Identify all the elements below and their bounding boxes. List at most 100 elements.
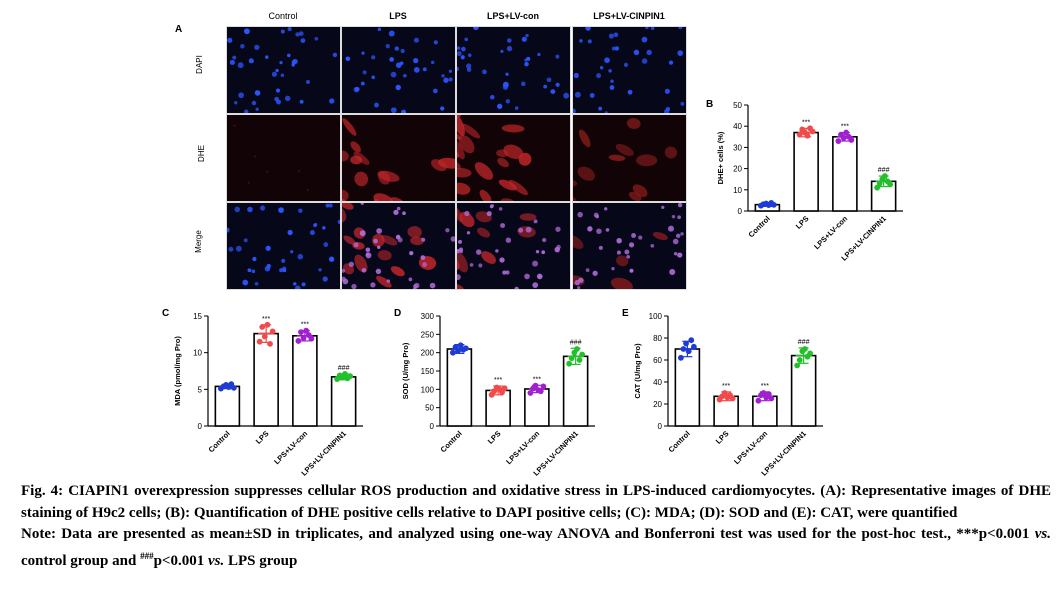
data-point [765, 391, 772, 397]
data-point [259, 324, 266, 330]
data-point [796, 357, 803, 363]
y-tick-label: 10 [733, 186, 742, 195]
y-tick-label: 5 [198, 385, 203, 394]
figure-caption: Fig. 4: CIAPIN1 overexpression suppresse… [21, 481, 1051, 572]
bar-3 [292, 334, 318, 427]
y-tick-label: 150 [421, 367, 435, 376]
data-point [755, 397, 762, 404]
y-axis-label: SOD (U/mg Pro) [401, 342, 410, 399]
data-point [300, 335, 307, 341]
data-point [256, 338, 263, 345]
micrograph-merge-4 [572, 202, 687, 290]
data-point [579, 351, 586, 358]
data-point [807, 350, 814, 357]
y-tick-label: 40 [653, 378, 662, 387]
data-point [347, 373, 354, 380]
row-label-dhe: DHE [196, 145, 206, 162]
bar-1 [214, 385, 241, 427]
chart-b-dhe: B 0 10 20 30 40 50 DHE+ cells (%) Control *** LPS *… [706, 99, 903, 263]
y-tick-label: 50 [733, 101, 742, 110]
micrograph-dhe-3 [456, 114, 571, 202]
x-tick-label: Control [667, 429, 692, 454]
data-point [848, 137, 855, 143]
panel-a-letter: A [175, 24, 183, 35]
data-point [449, 349, 456, 356]
data-point [269, 328, 276, 335]
significance-mark: ### [338, 365, 350, 372]
significance-mark: *** [494, 377, 502, 384]
data-point [794, 362, 801, 369]
y-axis-label: DHE+ cells (%) [716, 131, 725, 184]
data-point [457, 342, 464, 349]
data-point [688, 337, 695, 344]
y-tick-label: 0 [430, 422, 435, 431]
bar-2 [793, 131, 819, 212]
column-header-cinpin1: LPS+LV-CINPIN1 [593, 11, 665, 21]
y-tick-label: 100 [649, 312, 663, 321]
data-point [690, 343, 697, 350]
data-point [768, 395, 775, 402]
data-point [264, 321, 271, 328]
caption-main: Fig. 4: CIAPIN1 overexpression suppresse… [21, 483, 1051, 521]
significance-mark: *** [761, 383, 769, 390]
data-point [796, 131, 803, 138]
row-label-dapi: DAPI [194, 55, 204, 74]
data-point [295, 338, 302, 344]
bar-4 [562, 355, 589, 427]
micrograph-dhe-2 [341, 114, 456, 202]
data-point [267, 340, 273, 347]
data-point [455, 347, 461, 354]
y-tick-label: 15 [193, 312, 202, 321]
bar-1 [446, 348, 473, 427]
y-tick-label: 80 [653, 334, 662, 343]
data-point [540, 383, 547, 390]
data-point [685, 348, 692, 355]
y-tick-label: 250 [421, 330, 435, 339]
y-tick-label: 50 [425, 404, 434, 413]
significance-mark: *** [722, 383, 730, 390]
data-point [760, 390, 767, 396]
panel-letter-b: B [706, 99, 713, 110]
y-tick-label: 0 [198, 422, 203, 431]
micrograph-dapi-1 [226, 26, 341, 114]
y-tick-label: 300 [421, 312, 435, 321]
data-point [298, 329, 304, 336]
data-point [887, 181, 894, 188]
significance-mark: ### [798, 339, 810, 346]
y-tick-label: 200 [421, 349, 435, 358]
significance-mark: *** [301, 322, 309, 329]
micrograph-merge-2 [341, 202, 456, 290]
data-point [308, 335, 315, 342]
x-tick-label: Control [439, 429, 464, 454]
x-tick-label: LPS+LV-con [812, 214, 849, 251]
y-tick-label: 60 [653, 356, 662, 365]
x-tick-label: LPS [254, 429, 271, 446]
data-point [809, 128, 816, 135]
data-point [874, 184, 881, 191]
data-point [261, 333, 268, 340]
data-point [729, 395, 736, 402]
data-point [882, 173, 888, 179]
column-header-control: Control [268, 11, 298, 21]
bar-3 [832, 135, 858, 212]
caption-note: Note: Data are presented as mean±SD in t… [21, 526, 1051, 569]
y-tick-label: 100 [421, 385, 435, 394]
bar-1 [674, 348, 701, 427]
data-point [576, 357, 583, 363]
y-tick-label: 10 [193, 349, 202, 358]
significance-mark: *** [262, 316, 270, 323]
y-axis-label: CAT (U/mg Pro) [633, 343, 642, 399]
data-point [230, 384, 237, 391]
data-point [840, 134, 847, 141]
chart-e-cat: E 0 20 40 60 80 100 CAT (U/mg Pro) Control *** LPS… [622, 308, 823, 478]
data-point [532, 382, 539, 389]
data-point [835, 138, 842, 144]
data-point [770, 201, 777, 208]
y-tick-label: 0 [658, 422, 663, 431]
column-header-lv-con: LPS+LV-con [486, 11, 540, 21]
micrograph-dapi-4 [572, 26, 687, 114]
data-point [843, 129, 850, 136]
bar-2 [485, 389, 511, 427]
data-point [303, 327, 310, 334]
panel-letter-d: D [394, 308, 401, 319]
